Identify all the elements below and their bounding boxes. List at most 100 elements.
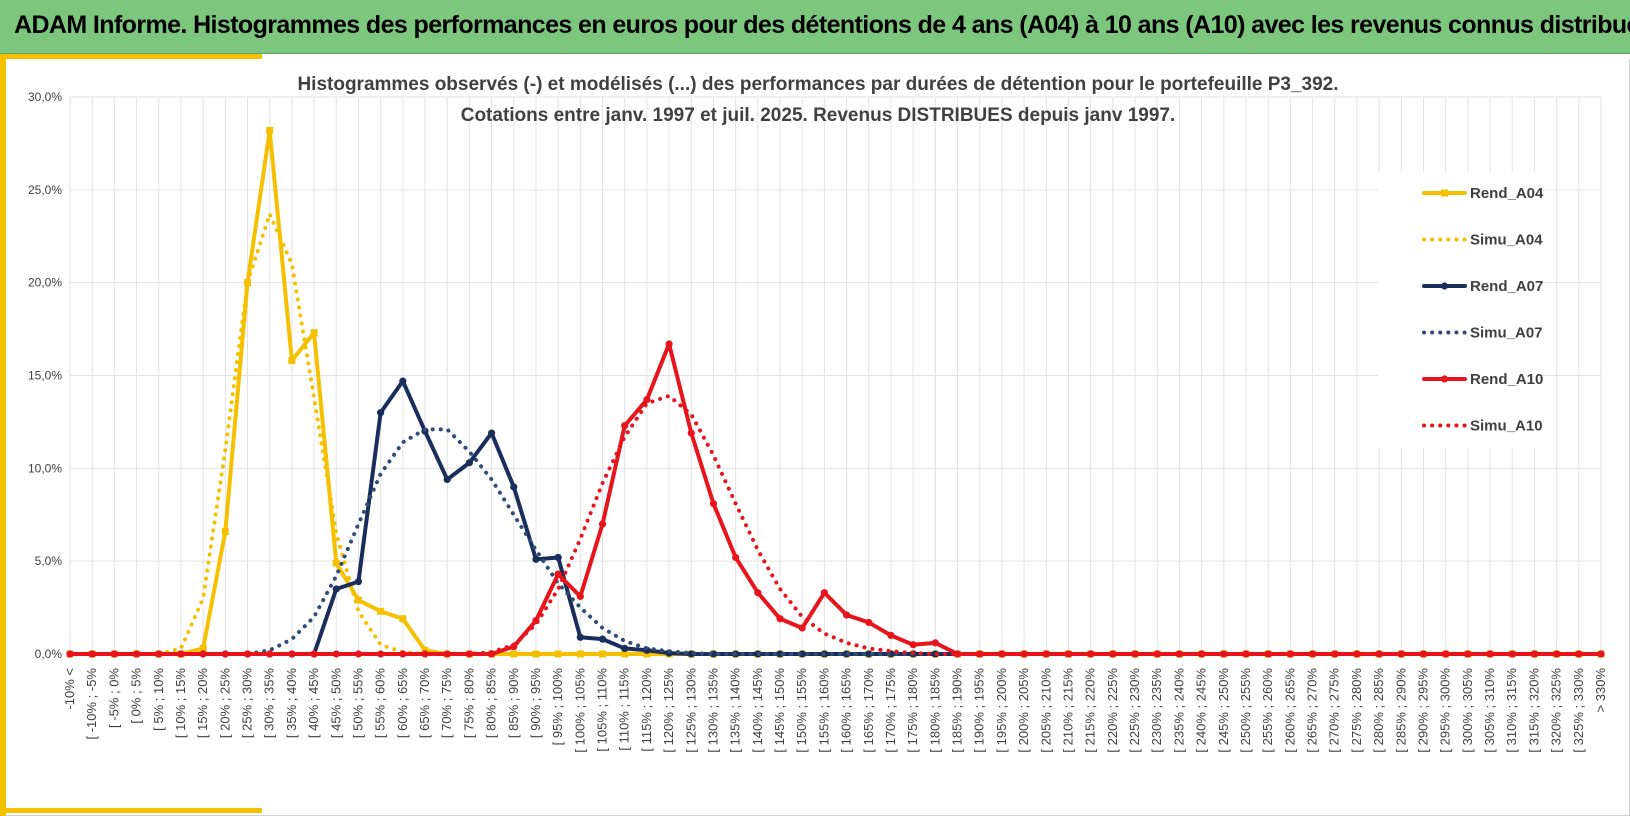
series-line-simu_a04 <box>68 211 1603 656</box>
x-tick-label: [ 135% ; 140% <box>728 668 743 753</box>
data-point <box>1597 650 1605 658</box>
y-tick-label: 5,0% <box>35 554 63 568</box>
data-point <box>776 650 784 658</box>
x-tick-label: [ 70% ; 75% <box>439 668 454 739</box>
legend-label: Rend_A10 <box>1470 371 1543 388</box>
data-point <box>643 396 651 404</box>
series-layer <box>66 126 1605 658</box>
x-tick-label: [ 255% ; 260% <box>1260 668 1275 753</box>
data-point <box>554 570 562 578</box>
data-point <box>887 631 895 640</box>
x-tick-label: [ 90% ; 95% <box>528 668 543 739</box>
x-tick-label: [ 225% ; 230% <box>1127 668 1142 753</box>
x-tick-label: [ 275% ; 280% <box>1349 668 1364 753</box>
data-point <box>1220 650 1228 658</box>
data-point <box>709 650 718 658</box>
x-tick-label: [ 200% ; 205% <box>1016 668 1031 753</box>
data-point <box>865 650 873 658</box>
data-point <box>266 126 274 134</box>
x-tick-label: [ 220% ; 225% <box>1105 668 1120 753</box>
x-tick-label: [ 40% ; 45% <box>306 668 321 739</box>
x-tick-label: [ 5% ; 10% <box>151 668 166 731</box>
x-tick-label: [ 75% ; 80% <box>461 668 476 739</box>
legend-label: Simu_A10 <box>1470 418 1543 435</box>
data-point <box>1464 650 1472 658</box>
accent-bar-top <box>0 54 262 59</box>
data-point <box>1286 650 1294 658</box>
data-point <box>709 500 718 508</box>
x-tick-label: [ 325% ; 330% <box>1571 668 1586 753</box>
x-tick-label: [ 120% ; 125% <box>661 668 676 753</box>
x-tick-label: [ 295% ; 300% <box>1438 668 1453 753</box>
chart-title-line-2: Cotations entre janv. 1997 et juil. 2025… <box>461 105 1176 126</box>
x-tick-label: [ 215% ; 220% <box>1083 668 1098 753</box>
data-point <box>953 650 962 658</box>
legend-label: Rend_A04 <box>1470 185 1544 202</box>
data-point <box>199 644 207 652</box>
data-point <box>266 650 274 658</box>
x-tick-label: [ 285% ; 290% <box>1393 668 1408 753</box>
x-tick-label: [ 160% ; 165% <box>839 668 854 753</box>
data-point <box>820 589 829 597</box>
data-point <box>754 589 762 597</box>
series-line-rend_a10 <box>68 341 1603 656</box>
x-tick-label: [ 270% ; 275% <box>1327 668 1342 753</box>
x-tick-label: [ 0% ; 5% <box>129 668 144 724</box>
data-point <box>1308 650 1317 658</box>
data-point <box>354 596 362 604</box>
legend-label: Simu_A07 <box>1470 325 1543 342</box>
legend: Rend_A04 Simu_A04 Rend_A07 Simu_A07 Rend_A10… <box>1378 172 1544 448</box>
legend-label: Simu_A04 <box>1470 232 1543 249</box>
x-tick-label: [ 105% ; 110% <box>595 668 610 752</box>
x-tick-label: [ 280% ; 285% <box>1371 668 1386 753</box>
x-tick-label: [ 190% ; 195% <box>972 668 987 753</box>
data-point <box>554 553 562 562</box>
legend-label: Rend_A07 <box>1470 278 1543 295</box>
data-point <box>931 639 939 647</box>
data-point <box>354 577 363 586</box>
y-tick-label: 15,0% <box>28 369 62 383</box>
x-tick-label: [ 125% ; 130% <box>683 668 698 753</box>
chart-title-line-1: Histogrammes observés (-) et modélisés (… <box>297 74 1338 95</box>
accent-bar-left <box>0 54 6 816</box>
data-point <box>487 429 496 437</box>
x-tick-label: [ 110% ; 115% <box>617 668 632 751</box>
y-axis-ticks: 0,0% 5,0% 10,0% 15,0% 20,0% 25,0% 30,0% <box>28 90 62 661</box>
data-point <box>1042 650 1050 658</box>
data-point <box>332 585 340 593</box>
data-point <box>598 635 607 643</box>
x-tick-label: [ 300% ; 305% <box>1460 668 1475 753</box>
x-tick-label: [ 235% ; 240% <box>1171 668 1186 753</box>
data-point <box>798 650 806 658</box>
x-tick-label: [ 260% ; 265% <box>1282 668 1297 753</box>
x-tick-label: [ 315% ; 320% <box>1526 668 1541 753</box>
x-tick-label: [ 20% ; 25% <box>217 668 232 739</box>
data-point <box>221 527 229 535</box>
x-tick-label: [ 195% ; 200% <box>994 668 1009 753</box>
data-point <box>665 340 673 348</box>
x-tick-label: [ 185% ; 190% <box>950 668 965 753</box>
x-tick-label: [ 265% ; 270% <box>1305 668 1320 753</box>
x-tick-label: [ 100% ; 105% <box>572 668 587 753</box>
x-tick-label: [ 180% ; 185% <box>927 668 942 753</box>
data-point <box>1375 650 1383 658</box>
y-tick-label: 0,0% <box>35 647 63 661</box>
x-tick-label: [ 25% ; 30% <box>240 668 255 739</box>
x-tick-label: [ 305% ; 310% <box>1482 668 1497 753</box>
grid-layer <box>69 96 1602 655</box>
data-point <box>421 646 429 654</box>
x-tick-label: [ 310% ; 315% <box>1504 668 1519 753</box>
x-tick-label: [ 205% ; 210% <box>1038 668 1053 753</box>
x-tick-label: [ 175% ; 180% <box>905 668 920 753</box>
data-point <box>110 650 118 658</box>
data-point <box>510 483 518 491</box>
banner: ADAM Informe. Histogrammes des performan… <box>0 0 1630 54</box>
data-point <box>354 650 363 658</box>
banner-title: ADAM Informe. Histogrammes des performan… <box>14 11 1630 39</box>
x-tick-label: [ 60% ; 65% <box>395 668 410 739</box>
y-tick-label: 20,0% <box>28 276 62 290</box>
data-point <box>554 650 562 658</box>
x-tick-label: [ 155% ; 160% <box>816 668 831 753</box>
x-tick-label: [ 30% ; 35% <box>262 668 277 739</box>
